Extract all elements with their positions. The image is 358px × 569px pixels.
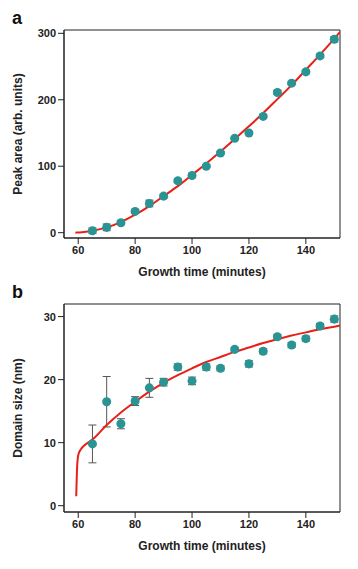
svg-text:100: 100 xyxy=(183,518,201,530)
svg-text:20: 20 xyxy=(44,374,56,386)
svg-text:Growth time (minutes): Growth time (minutes) xyxy=(138,265,265,279)
svg-text:0: 0 xyxy=(50,227,56,239)
svg-text:140: 140 xyxy=(297,518,315,530)
svg-text:200: 200 xyxy=(38,94,56,106)
svg-text:60: 60 xyxy=(72,518,84,530)
svg-text:80: 80 xyxy=(129,244,141,256)
svg-text:120: 120 xyxy=(240,518,258,530)
svg-text:300: 300 xyxy=(38,27,56,39)
svg-text:60: 60 xyxy=(72,244,84,256)
html-text:b: b xyxy=(12,282,23,302)
svg-text:Domain size (nm): Domain size (nm) xyxy=(11,358,25,457)
svg-text:80: 80 xyxy=(129,518,141,530)
svg-text:30: 30 xyxy=(44,311,56,323)
svg-text:10: 10 xyxy=(44,437,56,449)
svg-text:Growth time (minutes): Growth time (minutes) xyxy=(138,539,265,553)
svg-text:0: 0 xyxy=(50,500,56,512)
svg-text:100: 100 xyxy=(38,160,56,172)
html-text:a: a xyxy=(12,8,22,28)
svg-text:140: 140 xyxy=(297,244,315,256)
svg-text:120: 120 xyxy=(240,244,258,256)
svg-text:Peak area (arb. units): Peak area (arb. units) xyxy=(11,73,25,194)
svg-text:100: 100 xyxy=(183,244,201,256)
